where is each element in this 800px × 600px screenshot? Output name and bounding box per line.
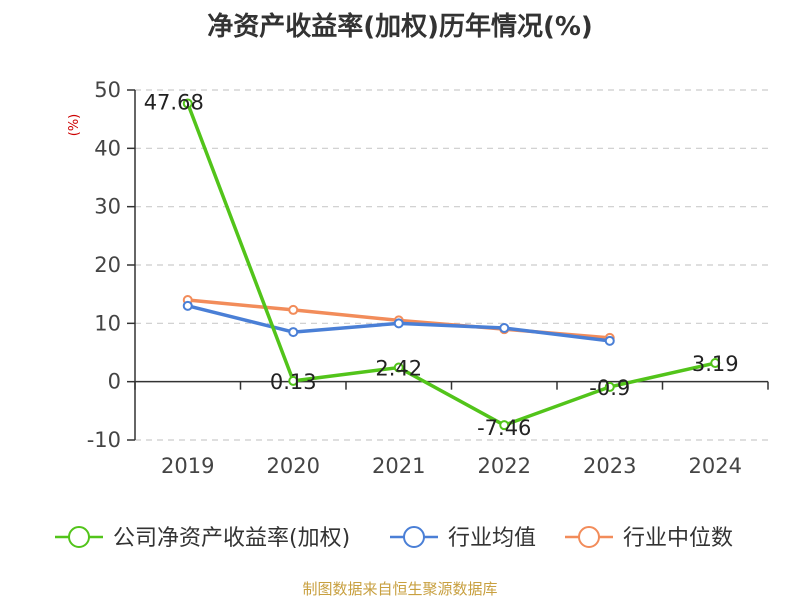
data-label: 3.19 bbox=[692, 352, 739, 376]
data-label: 47.68 bbox=[144, 91, 204, 115]
data-label: 2.42 bbox=[375, 357, 422, 381]
legend-marker bbox=[68, 526, 90, 548]
data-point bbox=[604, 381, 615, 392]
y-tick-label: 20 bbox=[94, 253, 121, 277]
legend-label: 行业均值 bbox=[448, 526, 536, 551]
legend-marker bbox=[578, 526, 600, 548]
legend-marker bbox=[403, 526, 425, 548]
legend-label: 行业中位数 bbox=[623, 526, 733, 551]
data-point bbox=[499, 420, 510, 431]
series-line bbox=[186, 101, 717, 427]
y-tick-label: 10 bbox=[94, 311, 121, 335]
data-label: -0.9 bbox=[589, 376, 630, 400]
data-point bbox=[499, 323, 510, 333]
data-point bbox=[604, 335, 615, 346]
y-tick-label: -10 bbox=[87, 428, 121, 452]
data-point bbox=[182, 300, 193, 311]
x-tick-label: 2021 bbox=[372, 454, 425, 478]
legend-label: 公司净资产收益率(加权) bbox=[113, 526, 350, 551]
y-tick-label: 50 bbox=[94, 78, 121, 102]
data-point bbox=[393, 362, 404, 373]
y-axis-label: (%) bbox=[67, 114, 82, 137]
y-tick-label: 40 bbox=[94, 136, 121, 160]
data-label: 0.13 bbox=[270, 370, 317, 394]
x-tick-label: 2019 bbox=[161, 454, 214, 478]
chart-title: 净资产收益率(加权)历年情况(%) bbox=[207, 12, 593, 42]
data-point bbox=[710, 358, 721, 369]
x-tick-label: 2024 bbox=[689, 454, 742, 478]
x-tick-label: 2023 bbox=[583, 454, 636, 478]
y-tick-label: 30 bbox=[94, 195, 121, 219]
x-tick-label: 2022 bbox=[478, 454, 531, 478]
data-point bbox=[288, 304, 299, 315]
data-label: -7.46 bbox=[477, 416, 531, 440]
source-note: 制图数据来自恒生聚源数据库 bbox=[302, 580, 498, 598]
data-point bbox=[182, 98, 193, 109]
data-point bbox=[288, 327, 299, 338]
data-point bbox=[393, 318, 404, 329]
x-tick-label: 2020 bbox=[267, 454, 320, 478]
y-tick-label: 0 bbox=[108, 370, 121, 394]
data-point bbox=[288, 375, 299, 386]
